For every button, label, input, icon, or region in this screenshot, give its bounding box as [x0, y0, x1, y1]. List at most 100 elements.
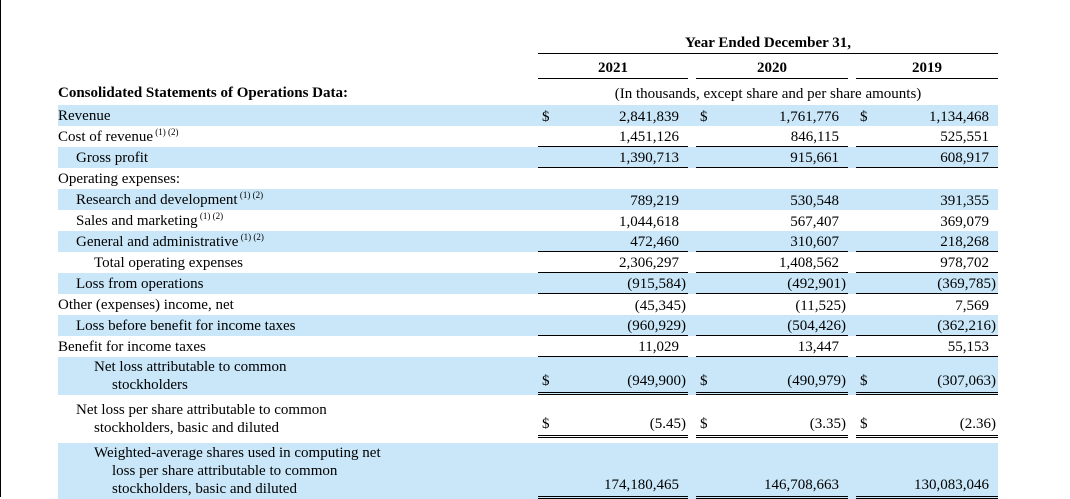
value: 174,180,465 [604, 477, 679, 493]
header-spacer [58, 77, 530, 79]
table-row: Loss from operations (915,584) (492,901) (3… [58, 273, 998, 294]
value: 7,569 [955, 298, 989, 314]
value-cell: $ (2.36) [856, 415, 998, 438]
row-label: Benefit for income taxes [58, 337, 530, 357]
row-label-text: Sales and marketing [76, 213, 198, 229]
table-row: Weighted-average shares used in computin… [58, 443, 998, 499]
value: 218,268 [940, 234, 989, 250]
value: 608,917 [940, 150, 989, 166]
value-cell: (492,901) [696, 275, 848, 294]
table-row: Benefit for income taxes 11,029 13,447 55,1… [58, 336, 998, 357]
value-cell: 310,607 [696, 233, 848, 252]
value-cell: $ (3.35) [696, 415, 848, 438]
value: 2,306,297 [619, 255, 679, 271]
row-label-text: Loss from operations [76, 276, 204, 292]
value: (11,525) [795, 298, 846, 314]
dollar-sign: $ [542, 416, 550, 432]
dollar-sign: $ [542, 109, 550, 125]
value: 310,607 [790, 234, 839, 250]
value: 789,219 [630, 193, 679, 209]
value-cell: $ (5.45) [538, 415, 688, 438]
value: 130,083,046 [914, 477, 989, 493]
section-title: Consolidated Statements of Operations Da… [58, 85, 348, 101]
row-label-text: Net loss attributable to common stockhol… [94, 359, 287, 393]
value-cell: 2,306,297 [538, 254, 688, 273]
table-row: General and administrative (1) (2) 472,46… [58, 231, 998, 252]
row-label: Gross profit [58, 148, 530, 168]
value: (504,426) [787, 318, 846, 334]
row-label: Loss before benefit for income taxes [58, 316, 530, 336]
value-cell: 472,460 [538, 233, 688, 252]
value: 146,708,663 [764, 477, 839, 493]
table-row: Total operating expenses 2,306,297 1,408,5… [58, 252, 998, 273]
row-label: Operating expenses: [58, 169, 530, 189]
table-row: Sales and marketing (1) (2) 1,044,618 567,… [58, 210, 998, 231]
value: (369,785) [937, 276, 996, 292]
value: 1,451,126 [619, 129, 679, 145]
value: 1,044,618 [619, 214, 679, 230]
value-cell: 567,407 [696, 213, 848, 231]
table-body: Revenue $2,841,839 $1,761,776 $1,134,468 Cos… [58, 105, 998, 499]
value-cell: 130,083,046 [856, 476, 998, 499]
period-header: Year Ended December 31, [538, 34, 998, 54]
value: 369,079 [940, 214, 989, 230]
row-label: Revenue [58, 106, 530, 126]
row-label-text: Revenue [58, 108, 111, 124]
value: 2,841,839 [619, 109, 679, 125]
footnote-reference: (1) (2) [152, 127, 179, 137]
table-row: Operating expenses: [58, 168, 998, 189]
value: 55,153 [947, 339, 989, 355]
units-note: (In thousands, except share and per shar… [614, 86, 922, 102]
value-cell: 1,390,713 [538, 149, 688, 168]
footnote-reference: (1) (2) [238, 232, 264, 242]
value: (960,929) [627, 318, 686, 334]
row-label: Weighted-average shares used in computin… [58, 443, 530, 499]
table-row: Gross profit 1,390,713 915,661 608,917 [58, 147, 998, 168]
value-cell: 146,708,663 [696, 476, 848, 499]
value-cell: 846,115 [696, 128, 848, 147]
value: (2.36) [959, 416, 996, 432]
row-label-text: Loss before benefit for income taxes [76, 318, 296, 334]
value: (915,584) [627, 276, 686, 292]
year-column-2019: 2019 [856, 57, 998, 79]
value-cell: (362,216) [856, 317, 998, 336]
dollar-sign: $ [860, 109, 868, 125]
row-label-text: General and administrative [76, 234, 239, 250]
value: 525,551 [940, 129, 989, 145]
dollar-sign: $ [700, 416, 708, 432]
value: (45,345) [634, 298, 686, 314]
row-label-text: Total operating expenses [94, 255, 243, 271]
value: 472,460 [630, 234, 679, 250]
row-label: General and administrative (1) (2) [58, 232, 530, 252]
value-cell: $1,761,776 [696, 108, 848, 126]
financial-statements-page: Year Ended December 31, 2021 2020 2019 C… [58, 0, 998, 499]
value: 530,548 [790, 193, 839, 209]
value: 1,134,468 [929, 109, 989, 125]
value: 11,029 [638, 339, 679, 355]
value-cell: (504,426) [696, 317, 848, 336]
dollar-sign: $ [700, 373, 708, 389]
row-label-text: Operating expenses: [58, 171, 181, 187]
row-label-text: Gross profit [76, 150, 149, 166]
value-cell: 525,551 [856, 128, 998, 147]
value-cell: 1,408,562 [696, 254, 848, 273]
page-edge-line [0, 0, 1, 497]
header-spacer [58, 52, 530, 54]
value-cell: 789,219 [538, 192, 688, 210]
value-cell: 530,548 [696, 192, 848, 210]
value-cell: 7,569 [856, 297, 998, 315]
table-row: Net loss attributable to common stockhol… [58, 357, 998, 395]
table-row: Revenue $2,841,839 $1,761,776 $1,134,468 [58, 105, 998, 126]
value-cell: $ (307,063) [856, 372, 998, 395]
section-title-row: Consolidated Statements of Operations Da… [58, 79, 998, 105]
footnote-reference: (1) (2) [237, 190, 264, 200]
value: (490,979) [787, 373, 846, 389]
value: 1,761,776 [779, 109, 839, 125]
value-cell: 218,268 [856, 233, 998, 252]
value: 567,407 [790, 214, 839, 230]
table-row: Net loss per share attributable to commo… [58, 400, 998, 438]
row-label: Total operating expenses [58, 253, 530, 273]
value-cell: 915,661 [696, 149, 848, 168]
value-cell: 174,180,465 [538, 476, 688, 499]
value: 1,408,562 [779, 255, 839, 271]
